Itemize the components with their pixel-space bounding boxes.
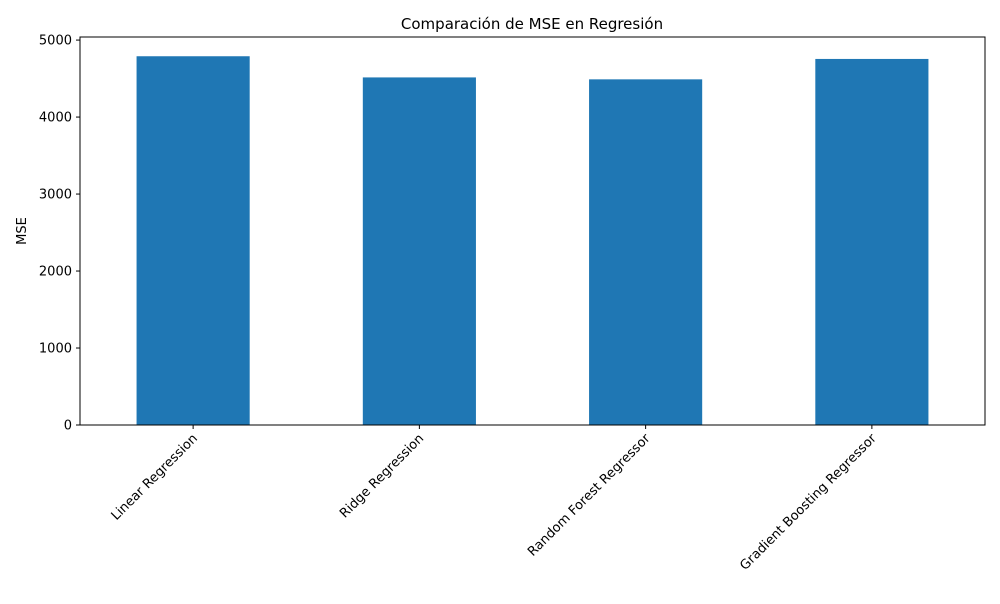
x-tick-label-2: Random Forest Regressor (525, 431, 654, 560)
bar-1 (362, 77, 476, 426)
y-axis: 0 1000 2000 3000 4000 5000 (39, 34, 80, 434)
chart-title: Comparación de MSE en Regresión (401, 15, 663, 33)
y-tick-label-0: 0 (64, 419, 72, 434)
y-axis-title: MSE (15, 217, 30, 245)
x-axis: Linear Regression Ridge Regression Random … (109, 425, 880, 574)
y-tick-label-2: 2000 (39, 265, 72, 280)
bar-2 (589, 79, 703, 425)
y-tick-label-1: 1000 (39, 342, 72, 357)
x-tick-label-1: Ridge Regression (337, 431, 427, 521)
y-tick-label-3: 3000 (39, 188, 72, 203)
plot-frame (79, 36, 986, 426)
y-tick-label-5: 5000 (39, 34, 72, 49)
bars-group (136, 56, 929, 426)
x-tick-label-3: Gradient Boosting Regressor (737, 431, 880, 574)
y-tick-label-4: 4000 (39, 111, 72, 126)
bar-3 (815, 58, 929, 425)
bar-0 (136, 56, 250, 425)
x-tick-label-0: Linear Regression (109, 431, 201, 523)
